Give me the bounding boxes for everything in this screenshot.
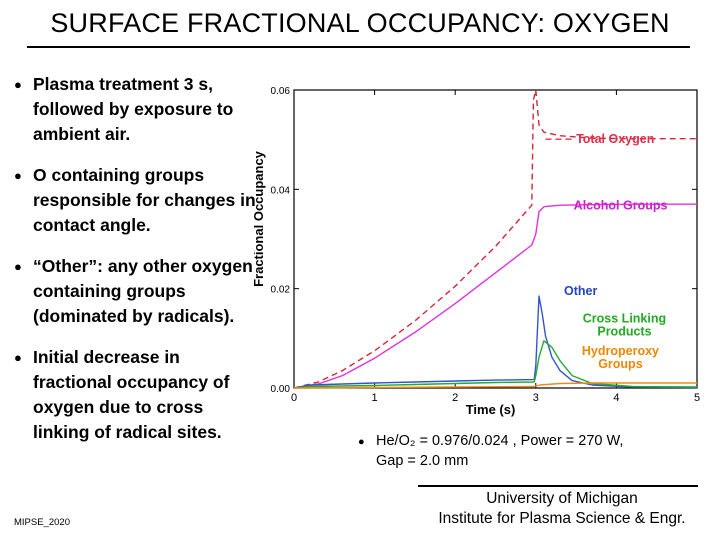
series-line-total-oxygen <box>293 89 697 389</box>
chart-axes: 0 1 2 3 4 5 0.00 0.02 0.04 0.06 Time (s) Fractional… <box>254 86 700 417</box>
y-tick-label: 0.00 <box>271 384 291 395</box>
affiliation: University of Michigan Institute for Pla… <box>414 489 710 529</box>
occupancy-chart: 0 1 2 3 4 5 0.00 0.02 0.04 0.06 Time (s) Fractional… <box>254 86 700 417</box>
affiliation-divider <box>418 485 698 487</box>
bullet-list: ● Plasma treatment 3 s, followed by expo… <box>14 72 259 461</box>
slide-title: SURFACE FRACTIONAL OCCUPANCY: OXYGEN <box>50 8 670 38</box>
bullet-text: Initial decrease in fractional occupancy… <box>33 347 230 442</box>
label-cross-linking-line-2: Products <box>597 324 651 338</box>
bullet-dot-icon: ● <box>14 77 22 92</box>
parameters-line-1: He/O₂ = 0.976/0.024 , Power = 270 W, <box>376 433 624 449</box>
x-tick-label: 5 <box>694 392 700 404</box>
x-axis-title: Time (s) <box>466 402 516 417</box>
bullet-dot-icon: ● <box>14 168 22 183</box>
chart-series-lines <box>293 89 698 389</box>
label-alcohol-groups: Alcohol Groups <box>574 199 668 213</box>
y-tick-label: 0.02 <box>271 285 291 296</box>
label-hydroperoxy-line-2: Groups <box>598 357 642 371</box>
label-other: Other <box>564 284 597 298</box>
bullet-text: “Other”: any other oxygen containing gro… <box>33 256 253 326</box>
label-hydroperoxy-line-1: Hydroperoxy <box>582 344 659 358</box>
bullet-dot-icon: ● <box>358 436 365 448</box>
parameters-note: ● He/O₂ = 0.976/0.024 , Power = 270 W, Ga… <box>358 432 623 471</box>
title-divider <box>27 46 690 48</box>
bullet-item: ● “Other”: any other oxygen containing g… <box>14 254 259 329</box>
parameters-line-2: Gap = 2.0 mm <box>376 453 469 469</box>
bullet-item: ● Plasma treatment 3 s, followed by expo… <box>14 72 259 147</box>
series-line-cross-linking-products <box>293 340 698 389</box>
document-id: MIPSE_2020 <box>14 517 70 528</box>
x-tick-label: 1 <box>372 392 378 404</box>
bullet-dot-icon: ● <box>14 259 22 274</box>
series-line-hydroperoxy-groups <box>293 382 697 389</box>
y-tick-label: 0.06 <box>271 86 291 97</box>
x-tick-label: 4 <box>613 392 619 404</box>
chart-series-labels: Total Oxygen Alcohol Groups Other Cross Lin… <box>545 132 667 371</box>
affiliation-university: University of Michigan <box>486 490 638 507</box>
bullet-dot-icon: ● <box>14 350 22 365</box>
series-line-other <box>293 295 698 389</box>
y-tick-label: 0.04 <box>271 185 291 196</box>
series-line-alcohol-groups <box>293 203 697 389</box>
x-tick-label: 2 <box>452 392 458 404</box>
bullet-item: ● O containing groups responsible for ch… <box>14 163 259 238</box>
bullet-item: ● Initial decrease in fractional occupan… <box>14 345 259 445</box>
bullet-text: O containing groups responsible for chan… <box>33 165 256 235</box>
label-total-oxygen: Total Oxygen <box>576 132 654 146</box>
bullet-text: Plasma treatment 3 s, followed by exposu… <box>33 74 234 144</box>
label-cross-linking-line-1: Cross Linking <box>583 311 666 325</box>
plot-frame <box>293 89 698 389</box>
x-tick-label: 3 <box>533 392 539 404</box>
x-tick-label: 0 <box>291 392 297 404</box>
affiliation-institute: Institute for Plasma Science & Engr. <box>438 510 686 527</box>
y-axis-title: Fractional Occupancy <box>254 150 266 287</box>
